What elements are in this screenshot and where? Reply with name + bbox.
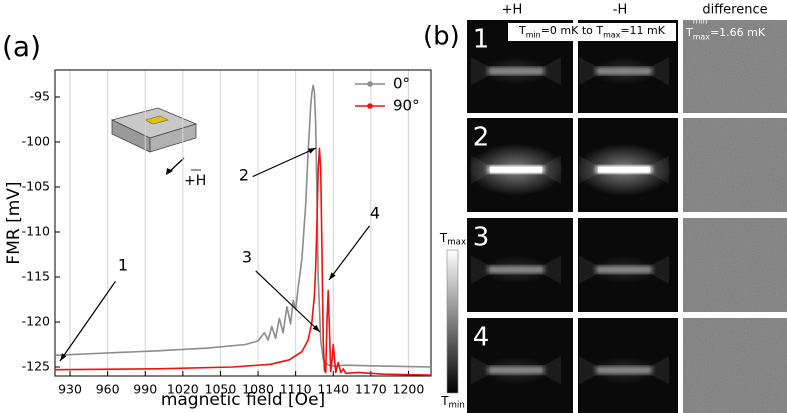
text-part: T [440, 394, 449, 408]
image-noise [683, 20, 787, 113]
plot-frame [54, 69, 432, 377]
annotation: 3 [242, 248, 252, 267]
image-noise [683, 218, 787, 312]
column-header: +H [502, 3, 523, 18]
annotation-arrow [59, 281, 116, 362]
text-part: =1.66 mK [710, 26, 766, 39]
chart-a: (a) magnetic field [Oe] FMR [mV] +H [2, 30, 325, 410]
y-tick-label: -120 [22, 314, 50, 329]
series-line [54, 84, 432, 368]
annotation: 4 [370, 204, 380, 223]
legend-label: 0° [393, 75, 410, 93]
y-axis-label: FMR [mV] [4, 181, 24, 264]
x-tick-label: 930 [58, 382, 82, 397]
image-shadow [471, 57, 488, 86]
annotation-arrow [255, 270, 321, 333]
image-shadow [544, 356, 561, 385]
inset-label: +H [184, 173, 206, 189]
text-part: min [526, 30, 541, 39]
text-part: =0 mK to T [541, 24, 604, 37]
x-tick-label: 1200 [393, 382, 425, 397]
arrow-head [329, 272, 336, 280]
image-noise [683, 118, 787, 212]
difference-note: Tmax=1.66 mK [685, 26, 766, 41]
text-part: T [518, 24, 526, 37]
x-tick-label: 990 [133, 382, 157, 397]
arrow-head [60, 353, 67, 361]
image-shadow [471, 356, 488, 385]
x-tick-label: 1140 [317, 382, 349, 397]
legend-marker [367, 81, 373, 87]
x-tick-label: 1110 [280, 382, 312, 397]
image-shadow [579, 356, 596, 385]
colorbar [446, 249, 459, 394]
range-note-box [508, 23, 676, 41]
y-tick-label: -110 [22, 224, 50, 239]
column-header: difference [702, 3, 767, 18]
y-tick-label: -100 [22, 134, 50, 149]
row-number: 1 [473, 25, 490, 55]
heated-strip [596, 265, 652, 274]
annotation-arrow [328, 225, 370, 281]
arrow-head [312, 324, 320, 332]
image-shadow [544, 57, 561, 86]
legend-label: 90° [393, 97, 420, 115]
image-shadow [579, 57, 596, 86]
panel-b: (b) +H -H difference 1 2 3 4 [423, 3, 787, 413]
series-line [54, 147, 432, 376]
x-tick-label: 1080 [242, 382, 274, 397]
text-part: max [447, 237, 466, 247]
heated-strip [596, 67, 652, 76]
heated-strip [598, 166, 650, 173]
y-tick-label: -95 [30, 89, 50, 104]
x-tick-label: 1050 [205, 382, 237, 397]
range-note: Tmin=0 mK to Tmax=11 mK [518, 24, 666, 39]
y-tick-label: -115 [22, 269, 50, 284]
heated-strip [488, 366, 544, 375]
row-number: 3 [473, 223, 490, 253]
legend-marker [367, 103, 373, 109]
arrow-head [308, 148, 316, 154]
text-part: min [693, 16, 708, 25]
heated-strip [596, 366, 652, 375]
image-shadow [652, 255, 669, 284]
x-tick-label: 1020 [167, 382, 199, 397]
text-part: max [603, 30, 621, 39]
x-tick-label: 1170 [355, 382, 387, 397]
annotation: 1 [118, 256, 128, 275]
image-shadow [544, 255, 561, 284]
image-noise [683, 318, 787, 413]
panel-label: (b) [423, 22, 460, 52]
image-shadow [471, 255, 488, 284]
inset-sample [110, 107, 201, 175]
panel-label: (a) [2, 30, 41, 63]
text-part: max [693, 32, 711, 41]
y-tick-label: -125 [22, 359, 50, 374]
image-shadow [579, 255, 596, 284]
image-shadow [652, 57, 669, 86]
heated-strip [488, 67, 544, 76]
image-shadow [652, 356, 669, 385]
difference-note: Tmin=-2 mK to [685, 10, 764, 25]
text-part: T [439, 231, 448, 245]
colorbar-min-label: Tmin [440, 394, 465, 411]
text-part: min [449, 400, 465, 410]
column-header: -H [613, 3, 627, 18]
colorbar-max-label: Tmax [439, 231, 466, 248]
text-part: T [685, 26, 693, 39]
text-part: =11 mK [620, 24, 665, 37]
x-tick-label: 960 [96, 382, 120, 397]
x-axis-label: magnetic field [Oe] [161, 390, 325, 410]
annotation-arrow [252, 147, 317, 178]
text-part: T [685, 10, 693, 23]
annotation: 2 [239, 166, 249, 185]
y-tick-label: -105 [22, 179, 50, 194]
row-number: 4 [473, 323, 490, 353]
heated-strip [490, 166, 542, 173]
text-part: =-2 mK to [708, 10, 764, 23]
heated-strip [488, 265, 544, 274]
row-number: 2 [473, 123, 490, 153]
